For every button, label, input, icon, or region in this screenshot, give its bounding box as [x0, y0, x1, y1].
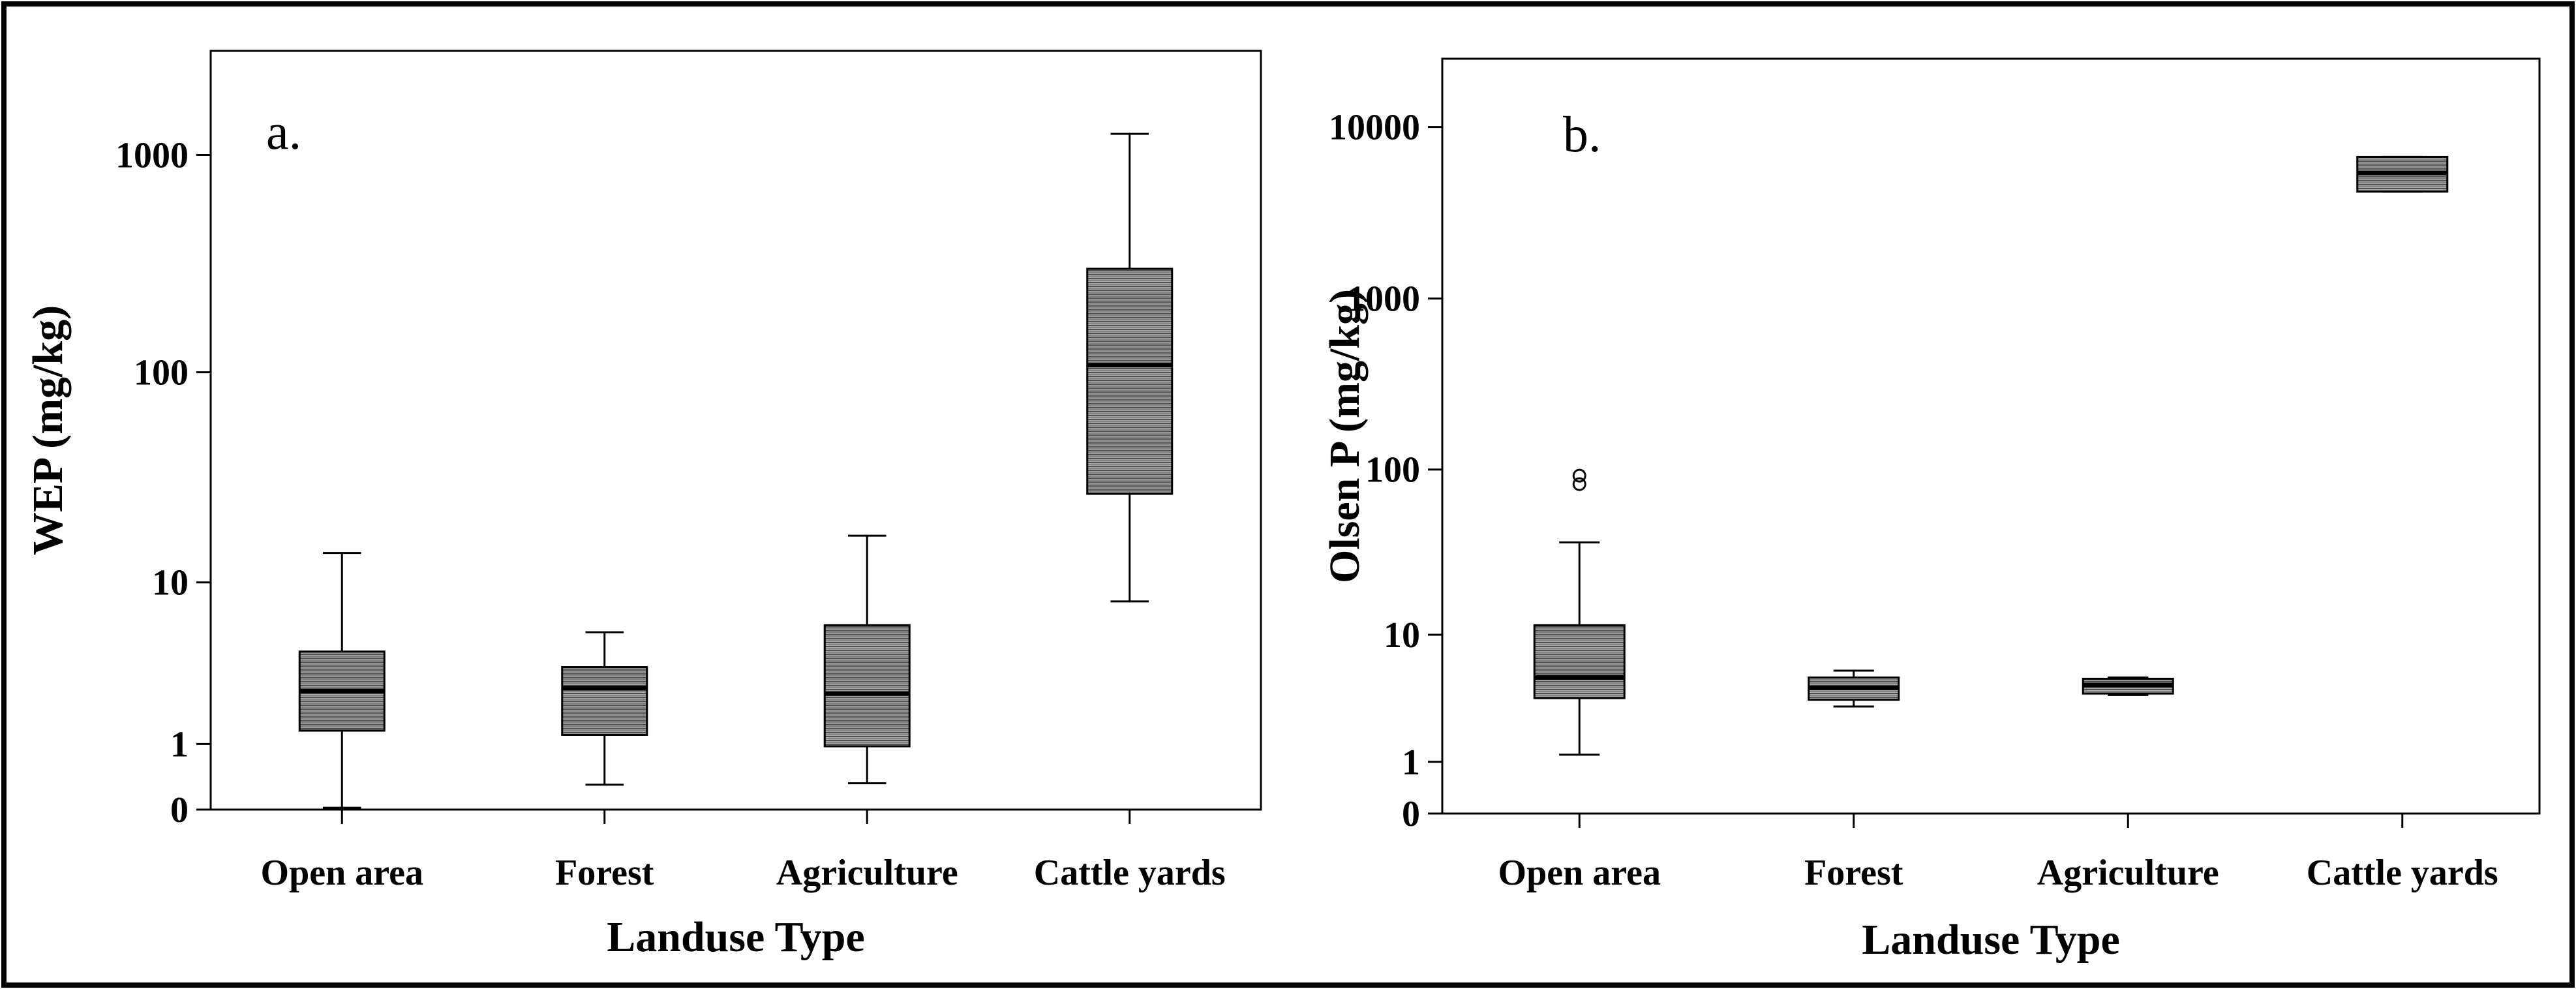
y-tick-label: 0 [1402, 794, 1420, 834]
y-tick-label: 10 [1384, 615, 1420, 656]
x-tick-label: Forest [555, 853, 654, 893]
outlier-point [1572, 468, 1586, 483]
y-tick-label: 1000 [1347, 279, 1420, 320]
x-tick-label: Open area [261, 853, 423, 893]
y-tick-label: 100 [1365, 450, 1420, 491]
y-tick-label: 1 [170, 724, 189, 765]
outlier-point [1572, 477, 1586, 491]
box-iqr [823, 624, 911, 748]
x-tick-label: Cattle yards [1034, 853, 1226, 893]
x-axis-title: Landuse Type [607, 913, 865, 961]
x-tick-label: Cattle yards [2307, 853, 2498, 893]
x-tick-label: Agriculture [2037, 853, 2219, 893]
x-tick-label: Agriculture [776, 853, 958, 893]
y-tick-label: 100 [134, 353, 189, 393]
y-tick-label: 10000 [1329, 108, 1420, 148]
y-tick-label: 1000 [115, 135, 189, 175]
chart-panel-2: b. 0 1 10 100 1000 10000 Open area Forest Agricul… [1321, 57, 2541, 964]
panel-label: a. [266, 103, 301, 160]
y-tick-label: 1 [1402, 742, 1420, 783]
y-tick-label: 10 [152, 563, 189, 603]
box-iqr [1086, 267, 1174, 495]
panel-label: b. [1563, 106, 1601, 162]
x-tick-label: Forest [1804, 853, 1903, 893]
plot-frame [1441, 57, 2541, 815]
y-axis-title: WEP (mg/kg) [24, 305, 72, 555]
y-axis-title: Olsen P (mg/kg) [1321, 289, 1369, 583]
box-iqr [561, 666, 648, 736]
x-tick-label: Open area [1498, 853, 1661, 893]
box-iqr [1533, 624, 1626, 699]
chart-panel-1: a. 0 1 10 100 1000 Open area Forest Agriculture C… [24, 50, 1262, 961]
x-axis-title: Landuse Type [1862, 916, 2120, 964]
plot-frame [209, 50, 1262, 811]
y-tick-label: 0 [170, 790, 189, 830]
